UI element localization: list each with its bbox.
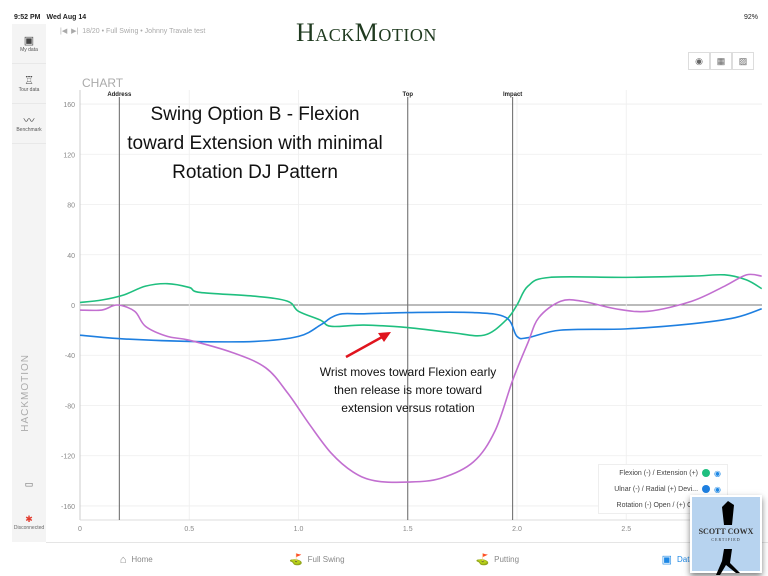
- sidebar-label: My data: [20, 46, 38, 53]
- bluetooth-icon: ✱: [25, 514, 33, 524]
- swing-navigator: |◀ ▶| 18/20 • Full Swing • Johnny Traval…: [60, 27, 205, 35]
- eye-view-button[interactable]: ◉: [688, 52, 710, 70]
- eye-icon[interactable]: ◉: [714, 468, 721, 478]
- sidebar-item-benchmark[interactable]: 〰 Benchmark: [12, 104, 46, 144]
- putting-icon: ⛳: [475, 554, 490, 566]
- series-line: [79, 308, 762, 343]
- sidebar: ▣ My data ♖ Tour data 〰 Benchmark HACKMOTIO…: [12, 24, 46, 542]
- series-line: [79, 273, 762, 484]
- sensor-battery-icon: ▭: [24, 479, 34, 489]
- sidebar-item-tour-data[interactable]: ♖ Tour data: [12, 64, 46, 104]
- date: Wed Aug 14: [46, 14, 87, 21]
- y-tick-label: -160: [61, 504, 75, 511]
- golfer-icon: ⛳: [288, 554, 303, 566]
- view-toggles: ◉ ▦ ▨: [688, 52, 754, 70]
- y-tick-label: 80: [67, 203, 75, 210]
- series-line: [79, 273, 763, 337]
- golfer-silhouette-icon: [716, 501, 740, 575]
- legend-label: Rotation (-) Open / (+) C...: [616, 501, 699, 509]
- series-color-dot: [702, 485, 711, 493]
- y-tick-label: -40: [65, 353, 75, 360]
- x-tick-label: 2.5: [621, 526, 631, 533]
- nav-putting[interactable]: ⛳ Putting: [407, 543, 588, 576]
- home-icon: ⌂: [119, 553, 127, 566]
- y-tick-label: -80: [65, 403, 75, 410]
- nav-label: Full Swing: [307, 555, 345, 564]
- sidebar-label: Tour data: [18, 86, 40, 93]
- brand-logo: HackMotion: [296, 18, 437, 47]
- badge-sub: CERTIFIED: [711, 537, 741, 542]
- connection-label: Disconnected: [13, 525, 45, 531]
- sidebar-item-my-data[interactable]: ▣ My data: [12, 24, 46, 64]
- battery-level: 92%: [743, 14, 758, 21]
- chart-heading: CHART: [82, 76, 124, 90]
- prev-swing-button[interactable]: |◀: [60, 28, 68, 35]
- nav-data[interactable]: ▣ Data: [588, 543, 768, 576]
- nav-label: Data: [677, 555, 694, 564]
- chart-folder-icon: ▣: [23, 34, 35, 47]
- y-tick-label: 120: [63, 152, 75, 159]
- annotation-title: Swing Option B - Flexion toward Extensio…: [127, 104, 383, 183]
- y-tick-label: 40: [67, 253, 75, 260]
- badge-name: SCOTT COWX: [698, 527, 754, 536]
- event-label: Top: [402, 92, 413, 98]
- legend-label: Ulnar (-) / Radial (+) Devi...: [614, 485, 699, 493]
- trophy-icon: ♖: [24, 74, 34, 87]
- bottom-nav: ⌂ Home ⛳ Full Swing ⛳ Putting ▣ Data: [46, 542, 768, 576]
- breadcrumb: 18/20 • Full Swing • Johnny Travale test: [82, 28, 206, 35]
- y-tick-label: 0: [71, 303, 75, 310]
- x-tick-label: 2.0: [512, 526, 522, 533]
- x-tick-label: 1.5: [403, 526, 413, 533]
- event-label: Impact: [503, 92, 522, 98]
- nav-label: Putting: [494, 555, 520, 564]
- legend-item-ulnar[interactable]: Ulnar (-) / Radial (+) Devi... ◉: [599, 481, 727, 497]
- legend-item-flexion[interactable]: Flexion (-) / Extension (+) ◉: [599, 465, 727, 481]
- legend-label: Flexion (-) / Extension (+): [619, 469, 699, 477]
- nav-home[interactable]: ⌂ Home: [46, 543, 227, 576]
- annotation-arrowhead: [378, 332, 391, 342]
- status-bar: 9:52 PM Wed Aug 14: [14, 14, 92, 21]
- connection-status[interactable]: ✱ Disconnected: [12, 514, 46, 531]
- x-tick-label: 0: [78, 526, 82, 533]
- image-view-button[interactable]: ▨: [732, 52, 754, 70]
- certified-badge: SCOTT COWX CERTIFIED: [690, 495, 762, 575]
- sidebar-label: Benchmark: [16, 126, 42, 133]
- series-color-dot: [702, 469, 711, 477]
- y-tick-label: -120: [61, 454, 75, 461]
- annotation-arrow: [345, 334, 385, 359]
- next-swing-button[interactable]: ▶|: [71, 28, 79, 35]
- x-tick-label: 1.0: [294, 526, 304, 533]
- event-label: Address: [107, 92, 132, 98]
- grid-view-button[interactable]: ▦: [710, 52, 732, 70]
- x-tick-label: 0.5: [184, 526, 194, 533]
- clock: 9:52 PM: [14, 14, 41, 21]
- data-icon: ▣: [661, 554, 672, 566]
- nav-label: Home: [131, 555, 153, 564]
- annotation-note: Wrist moves toward Flexion early then re…: [319, 365, 497, 415]
- nav-full-swing[interactable]: ⛳ Full Swing: [227, 543, 408, 576]
- y-tick-label: 160: [63, 102, 75, 109]
- trend-icon: 〰: [23, 114, 35, 127]
- eye-icon[interactable]: ◉: [714, 484, 721, 494]
